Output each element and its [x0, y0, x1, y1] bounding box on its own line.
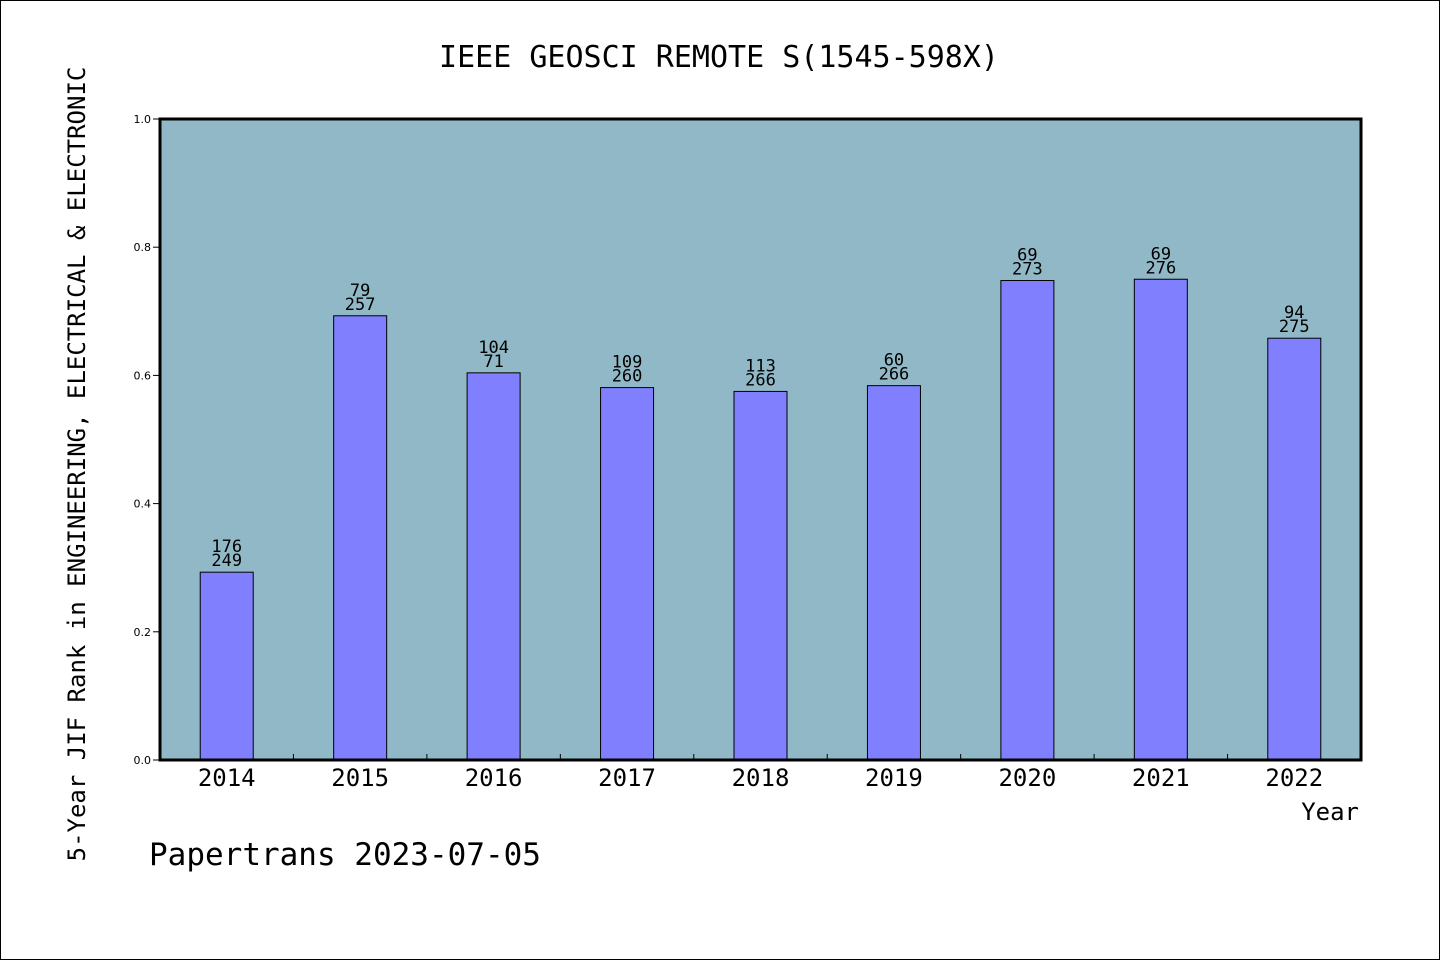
bar-label-bottom: 276: [1145, 258, 1176, 278]
bar-label-bottom: 260: [612, 367, 643, 387]
bar: [333, 315, 388, 761]
x-tick-label: 2020: [998, 764, 1056, 792]
bar-label-bottom: 273: [1012, 260, 1043, 280]
bar-label-top: 69: [1017, 246, 1037, 266]
bar-label-top: 109: [612, 353, 643, 373]
y-tick-label: 0.6: [134, 369, 152, 382]
bar: [199, 571, 254, 761]
bar-label-top: 113: [745, 356, 776, 376]
bar-label-bottom: 71: [483, 352, 503, 372]
y-tick-label: 0.2: [134, 626, 152, 639]
bar: [1000, 280, 1055, 761]
footer-text: Papertrans 2023-07-05: [149, 837, 541, 873]
x-tick-label: 2016: [465, 764, 523, 792]
bar-label-bottom: 266: [879, 365, 910, 385]
x-tick-label: 2022: [1265, 764, 1323, 792]
y-tick-label: 0.0: [134, 754, 152, 767]
x-tick-label: 2019: [865, 764, 923, 792]
bar-label-top: 104: [478, 338, 509, 358]
y-tick-label: 0.8: [134, 241, 152, 254]
y-tick-label: 0.4: [134, 498, 152, 511]
bar-label-bottom: 266: [745, 370, 776, 390]
x-tick-label: 2018: [732, 764, 790, 792]
bar-label-bottom: 275: [1279, 317, 1310, 337]
x-axis-label: Year: [1301, 798, 1359, 826]
plot-frame: [158, 117, 1363, 762]
x-tick-label: 2015: [331, 764, 389, 792]
bar: [733, 390, 788, 761]
bar-label-bottom: 257: [345, 295, 376, 315]
bar: [1267, 337, 1322, 761]
y-tick-label: 1.0: [134, 113, 152, 126]
bar-label-top: 60: [884, 351, 904, 371]
y-axis-label: 5-Year JIF Rank in ENGINEERING, ELECTRIC…: [63, 67, 91, 862]
bar-label-bottom: 249: [211, 551, 242, 571]
bar: [866, 385, 921, 761]
bar: [1133, 278, 1188, 761]
bar-label-top: 176: [211, 537, 242, 557]
bar-label-top: 79: [350, 281, 370, 301]
bar-label-top: 94: [1284, 303, 1304, 323]
bar: [466, 372, 521, 761]
x-tick-label: 2021: [1132, 764, 1190, 792]
chart-title: IEEE GEOSCI REMOTE S(1545-598X): [439, 40, 999, 75]
bar-label-top: 69: [1151, 244, 1171, 264]
x-tick-label: 2014: [198, 764, 256, 792]
x-tick-label: 2017: [598, 764, 656, 792]
bar: [600, 387, 655, 761]
